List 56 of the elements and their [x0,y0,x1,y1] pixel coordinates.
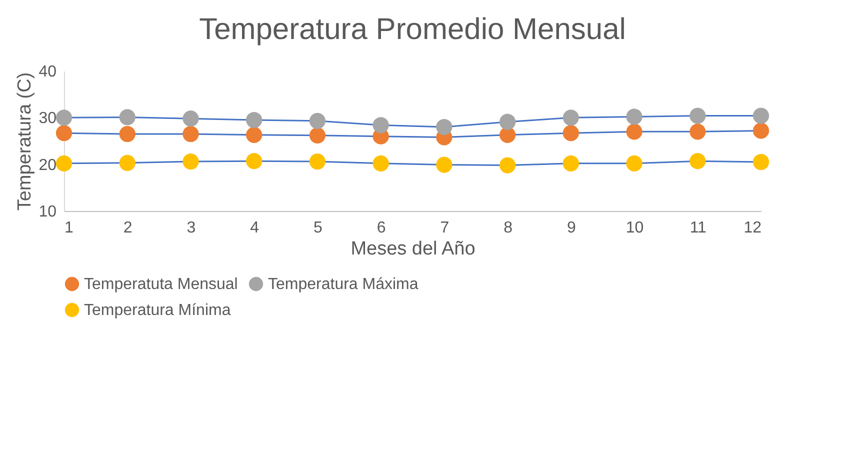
point [626,124,642,140]
x-tick-label: 2 [123,220,132,236]
point [56,155,72,172]
point [562,155,579,172]
x-tick-label: 7 [440,220,450,236]
point [309,153,326,170]
point [372,117,389,134]
point [246,126,262,143]
y-tick-label: 40 [38,64,57,80]
point [562,125,579,142]
point [752,108,770,124]
point [309,112,326,129]
point [372,155,389,172]
x-tick-label: 10 [626,220,644,236]
y-tick-label: 10 [38,204,57,220]
legend-label: Temperatura Mínima [84,302,231,319]
point [246,153,262,170]
point [309,127,326,144]
y-tick-label: 30 [38,110,57,128]
point [690,124,706,140]
point [56,110,72,126]
x-tick-label: 12 [744,220,762,236]
point [182,153,199,170]
point [626,108,642,125]
x-tick-label: 6 [376,220,386,236]
point [56,125,72,142]
x-tick-label: 11 [690,220,707,236]
point [752,154,770,170]
legend-label: Temperatuta Mensual [84,276,238,293]
point [119,109,136,126]
point [499,157,516,174]
y-axis-title: Temperatura (C) [14,72,36,211]
x-tick-label: 3 [186,220,196,236]
x-tick-label: 9 [566,220,576,236]
point [182,126,199,142]
point [626,155,642,172]
point [690,108,706,124]
point [119,126,136,142]
point [499,126,516,143]
legend-label: Temperatura Máxima [268,276,418,293]
point [562,110,579,126]
x-tick-label: 1 [64,220,74,236]
point [690,153,706,170]
x-tick-label: 8 [504,220,513,236]
point [436,118,452,136]
point [119,154,136,171]
x-tick-label: 4 [250,220,260,236]
point [499,114,516,130]
point [182,110,199,127]
point [752,122,770,139]
x-axis-title: Meses del Año [350,238,476,260]
x-tick-label: 5 [314,220,322,236]
point [436,156,452,173]
chart-title: Temperatura Promedio Mensual [199,13,626,46]
point [246,112,262,128]
y-tick-label: 20 [38,156,57,174]
